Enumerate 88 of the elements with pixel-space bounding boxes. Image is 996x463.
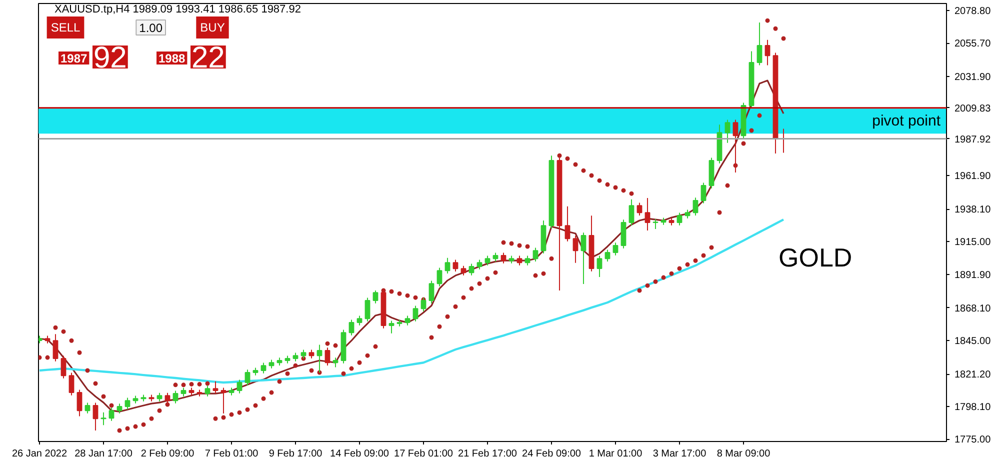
y-tick-label: 1821.20 [954, 370, 992, 381]
candlestick [68, 372, 74, 396]
candlestick [84, 402, 90, 414]
x-tick-label: 26 Jan 2022 [12, 448, 68, 460]
x-tick-label: 3 Mar 17:00 [652, 448, 707, 460]
candlestick [724, 119, 730, 144]
annotation: GOLD [778, 242, 852, 272]
candlestick [412, 305, 418, 322]
candlestick [92, 402, 98, 431]
candlestick [484, 255, 490, 266]
candlestick [692, 197, 698, 216]
candlestick [52, 334, 58, 362]
candlestick [348, 319, 354, 336]
ref-line-label: 1987.92 [954, 134, 992, 146]
x-tick-label: 7 Feb 01:00 [204, 448, 259, 460]
y-tick-label: 1938.10 [954, 204, 992, 216]
candlestick [236, 379, 242, 394]
candlestick [572, 235, 578, 264]
candlestick [636, 202, 642, 216]
candlestick [612, 242, 618, 256]
candlestick [532, 247, 538, 262]
y-tick-label: 1798.10 [954, 402, 992, 414]
chart-title: XAUUSD.tp,H4 1989.09 1993.41 1986.65 1987.92 [54, 4, 301, 16]
candlestick [244, 369, 250, 386]
x-tick-label: 8 Mar 09:00 [716, 448, 771, 460]
candlestick [580, 232, 586, 285]
candlestick [60, 355, 66, 379]
x-tick-label: 28 Jan 17:00 [74, 448, 133, 460]
y-tick-label: 1845.00 [954, 336, 992, 347]
annotation: 1988 22 [158, 42, 225, 74]
candlestick [372, 290, 378, 304]
candlestick [364, 297, 370, 322]
y-tick-label: 1961.90 [954, 171, 992, 182]
annotation: BUY [200, 20, 225, 34]
candlestick [460, 265, 466, 276]
annotation: 1987 92 [60, 42, 127, 74]
candlestick [388, 320, 394, 334]
ref-line-label: 2009.83 [954, 103, 992, 114]
candlestick [564, 206, 570, 242]
y-tick-label: 2055.70 [954, 38, 992, 50]
candlestick [644, 197, 650, 232]
x-tick-label: 2 Feb 09:00 [140, 448, 195, 460]
candlestick [500, 252, 506, 264]
y-tick-label: 1775.00 [954, 434, 992, 446]
candlestick [316, 344, 322, 373]
candlestick [756, 22, 762, 66]
band-label: pivot point [872, 112, 942, 130]
candlestick [212, 380, 218, 394]
candlestick [100, 412, 106, 426]
x-tick-label: 17 Feb 01:00 [394, 448, 454, 460]
candlestick [332, 357, 338, 368]
x-tick-label: 9 Feb 17:00 [268, 448, 323, 460]
annotation: SELL [50, 20, 81, 34]
candlestick [76, 389, 82, 417]
candlestick [524, 255, 530, 266]
y-tick-label: 1915.00 [954, 237, 992, 248]
x-tick-label: 14 Feb 09:00 [330, 448, 390, 460]
candlestick [652, 218, 658, 230]
candlestick [620, 219, 626, 249]
x-tick-label: 24 Feb 09:00 [522, 448, 582, 460]
candlestick [764, 39, 770, 66]
candlestick [172, 390, 178, 404]
candlestick [700, 182, 706, 204]
y-tick-label: 2078.80 [954, 6, 992, 18]
x-tick-label: 1 Mar 01:00 [588, 448, 643, 460]
candlestick [444, 257, 450, 274]
candlestick [124, 397, 130, 410]
candlestick [356, 315, 362, 326]
candlestick [604, 249, 610, 262]
candlestick [220, 387, 226, 414]
candlestick [428, 280, 434, 304]
y-tick-label: 1891.90 [954, 270, 992, 281]
y-tick-label: 2031.90 [954, 72, 992, 84]
candlestick [476, 259, 482, 270]
candlestick [436, 267, 442, 287]
candlestick [628, 198, 634, 226]
candlestick [452, 259, 458, 272]
candlestick [116, 403, 122, 414]
candlestick [260, 362, 266, 374]
candlestick [516, 255, 522, 266]
candlestick [676, 212, 682, 226]
candlestick [404, 315, 410, 326]
candlestick [596, 255, 602, 278]
candlestick [468, 263, 474, 276]
y-tick-label: 1868.10 [954, 303, 992, 314]
x-tick-label: 21 Feb 17:00 [458, 448, 518, 460]
annotation: 1.00 [139, 21, 163, 35]
candlestick [324, 347, 330, 366]
